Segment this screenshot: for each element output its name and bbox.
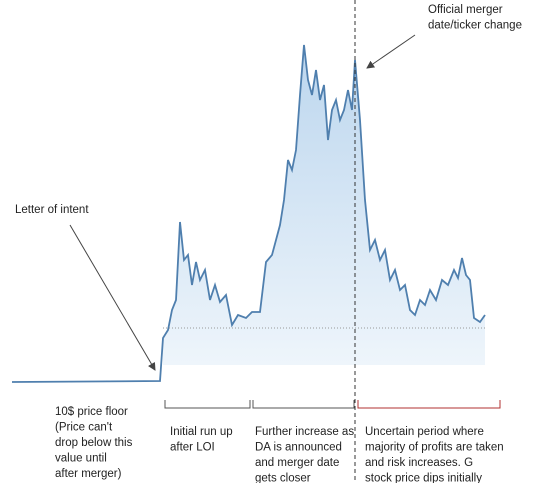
annotation-text: majority of profits are taken [365,442,504,454]
annotation-text: Initial run up [170,426,233,438]
labels: Official merger date/ticker change Letter … [15,4,522,483]
annotation-text: DA is announced [255,442,342,454]
annotation-text: and merger date [255,457,339,469]
annotation-text: Official merger [428,4,503,16]
merger-arrow [366,34,416,69]
price-line [11,44,486,383]
annotation-text: Letter of intent [15,204,89,216]
annotation-text: after LOI [170,442,215,454]
annotation-text: (Price can't [55,422,113,434]
annotation-text: date/ticker change [428,20,522,32]
annotation-text: gets closer [255,473,311,483]
annotation-text: and risk increases. G [365,457,473,469]
bracket [164,400,251,409]
bracket [252,400,355,409]
annotation-text: 10$ price floor [55,406,128,418]
annotation-text: drop below this [55,437,133,449]
annotation-text: after merger) [55,468,122,480]
annotation-text: value until [55,453,107,465]
price-area [163,45,485,365]
annotation-text: Uncertain period where [365,426,484,438]
loi-arrow [69,224,156,371]
annotation-text: Further increase as [255,426,354,438]
annotation-text: stock price dips initially [365,473,482,483]
bracket [357,400,501,409]
